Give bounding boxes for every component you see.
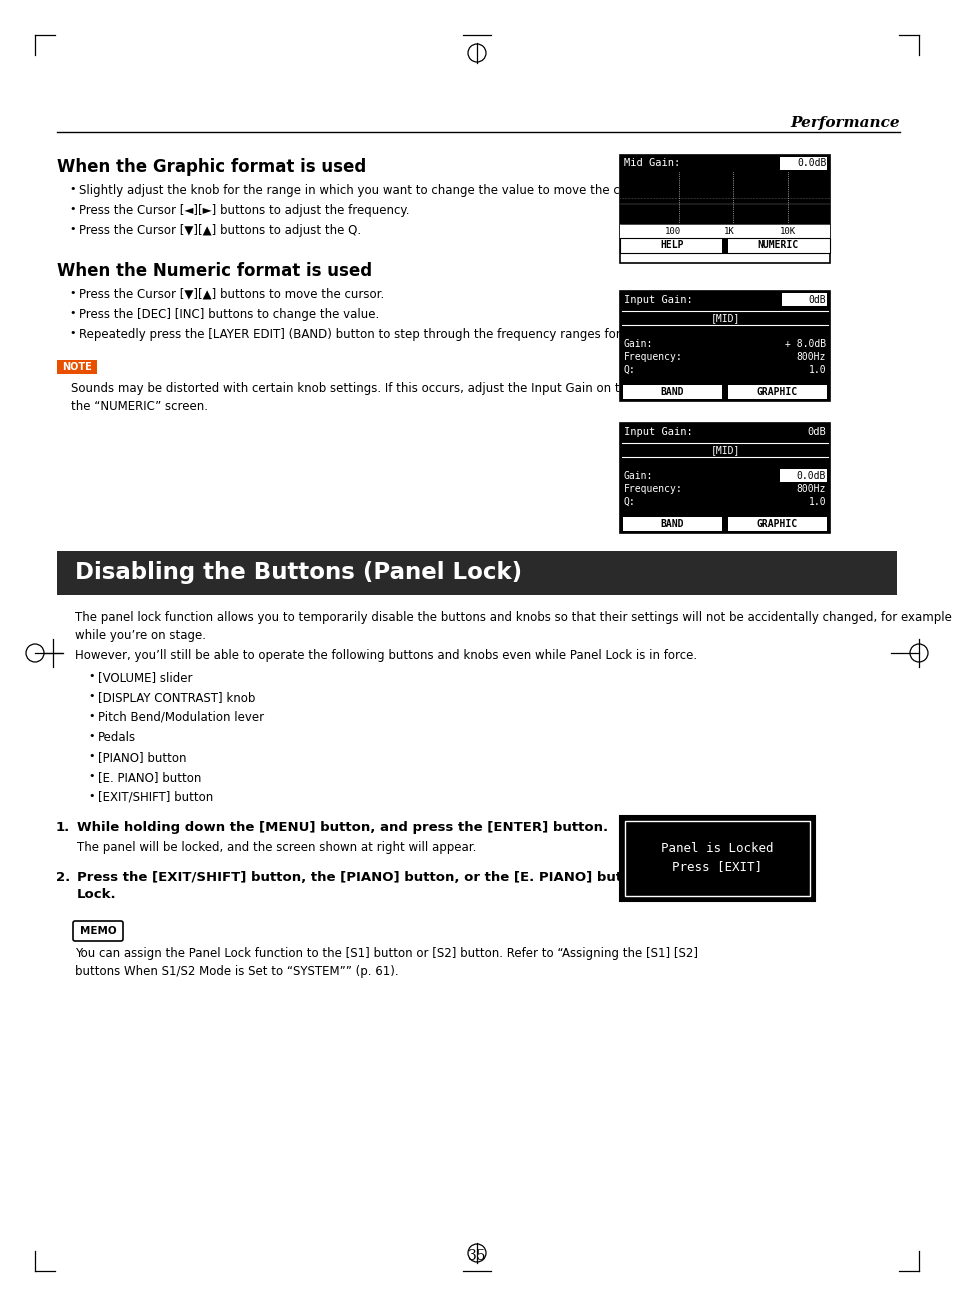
Bar [619,172,829,225]
Bar [619,225,829,238]
Text: [PIANO] button: [PIANO] button [98,751,186,764]
Text: Performance: Performance [789,116,899,131]
Text: 800Hz: 800Hz [796,353,825,362]
Bar [622,517,721,532]
Bar [619,155,829,263]
Bar [619,291,829,401]
Text: Pitch Bend/Modulation lever: Pitch Bend/Modulation lever [98,710,264,724]
Bar [780,157,826,170]
Text: •: • [69,204,75,214]
Text: 800Hz: 800Hz [796,485,825,494]
Text: BAND: BAND [660,518,683,529]
Text: MEMO: MEMO [80,926,116,936]
Text: Mid Gain:: Mid Gain: [623,158,679,168]
Text: •: • [69,225,75,234]
Text: Panel is Locked: Panel is Locked [660,842,773,855]
Text: Gain:: Gain: [623,340,653,349]
Text: •: • [69,328,75,338]
FancyBboxPatch shape [73,921,123,942]
Bar [619,155,829,172]
Text: 100: 100 [663,226,679,235]
Text: •: • [88,791,94,801]
Text: •: • [69,184,75,195]
Text: 1.: 1. [55,821,70,835]
Text: GRAPHIC: GRAPHIC [756,518,798,529]
Text: [MID]: [MID] [710,313,739,323]
Text: •: • [88,771,94,781]
Text: The panel will be locked, and the screen shown at right will appear.: The panel will be locked, and the screen… [77,841,476,854]
Text: [E. PIANO] button: [E. PIANO] button [98,771,201,784]
Text: •: • [88,691,94,701]
Text: Input Gain:: Input Gain: [623,295,692,306]
Text: [EXIT/SHIFT] button: [EXIT/SHIFT] button [98,791,213,804]
Text: HELP: HELP [660,240,683,251]
Text: 35: 35 [468,1249,485,1263]
Text: [VOLUME] slider: [VOLUME] slider [98,671,193,684]
Text: The panel lock function allows you to temporarily disable the buttons and knobs : The panel lock function allows you to te… [75,611,951,643]
Bar [781,293,826,306]
Text: Frequency:: Frequency: [623,353,682,362]
Bar [727,385,826,400]
Bar [619,423,829,533]
Text: + 8.0dB: + 8.0dB [784,340,825,349]
Text: Press [EXIT]: Press [EXIT] [672,859,761,872]
Bar [780,469,826,482]
Text: 10K: 10K [780,226,795,235]
Text: Slightly adjust the knob for the range in which you want to change the value to : Slightly adjust the knob for the range i… [79,184,653,197]
Text: Sounds may be distorted with certain knob settings. If this occurs, adjust the I: Sounds may be distorted with certain kno… [71,381,687,413]
Text: •: • [88,671,94,680]
Text: 0.0dB: 0.0dB [797,158,826,168]
Text: Press the Cursor [▼][▲] buttons to move the cursor.: Press the Cursor [▼][▲] buttons to move … [79,289,384,300]
Text: •: • [69,289,75,298]
Text: NOTE: NOTE [62,362,91,372]
Bar [721,238,727,253]
Text: Press the [EXIT/SHIFT] button, the [PIANO] button, or the [E. PIANO] button to c: Press the [EXIT/SHIFT] button, the [PIAN… [77,871,764,901]
Text: Press the [DEC] [INC] buttons to change the value.: Press the [DEC] [INC] buttons to change … [79,308,379,321]
Text: Q:: Q: [623,498,635,507]
Bar [619,816,814,901]
Text: When the Numeric format is used: When the Numeric format is used [57,263,372,279]
Text: You can assign the Panel Lock function to the [S1] button or [S2] button. Refer : You can assign the Panel Lock function t… [75,947,698,978]
Bar [624,821,809,896]
Text: 0dB: 0dB [807,295,825,306]
Text: •: • [69,308,75,317]
Bar [57,551,896,596]
Bar [622,385,721,400]
Bar [57,360,97,374]
Text: [MID]: [MID] [710,445,739,454]
Text: Disabling the Buttons (Panel Lock): Disabling the Buttons (Panel Lock) [75,562,521,585]
Text: 2.: 2. [55,871,70,884]
Text: 1.0: 1.0 [807,364,825,375]
Text: 0.0dB: 0.0dB [796,471,825,481]
Text: While holding down the [MENU] button, and press the [ENTER] button.: While holding down the [MENU] button, an… [77,821,607,835]
Text: Frequency:: Frequency: [623,485,682,494]
Text: GRAPHIC: GRAPHIC [756,387,798,397]
Text: When the Graphic format is used: When the Graphic format is used [57,158,366,176]
Text: NUMERIC: NUMERIC [756,240,798,251]
Bar [727,517,826,532]
Text: •: • [88,731,94,741]
Text: Pedals: Pedals [98,731,136,744]
Text: 0dB: 0dB [806,427,825,438]
Text: •: • [88,751,94,761]
Text: [DISPLAY CONTRAST] knob: [DISPLAY CONTRAST] knob [98,691,255,704]
Bar [619,238,829,253]
Text: Input Gain:: Input Gain: [623,427,692,438]
Text: •: • [88,710,94,721]
Text: Gain:: Gain: [623,471,653,481]
Text: 1K: 1K [723,226,734,235]
Text: Press the Cursor [▼][▲] buttons to adjust the Q.: Press the Cursor [▼][▲] buttons to adjus… [79,225,361,236]
Text: However, you’ll still be able to operate the following buttons and knobs even wh: However, you’ll still be able to operate… [75,649,697,662]
Text: BAND: BAND [660,387,683,397]
Text: Press the Cursor [◄][►] buttons to adjust the frequency.: Press the Cursor [◄][►] buttons to adjus… [79,204,409,217]
Text: Repeatedly press the [LAYER EDIT] (BAND) button to step through the frequency ra: Repeatedly press the [LAYER EDIT] (BAND)… [79,328,669,341]
Text: Q:: Q: [623,364,635,375]
Text: 1.0: 1.0 [807,498,825,507]
